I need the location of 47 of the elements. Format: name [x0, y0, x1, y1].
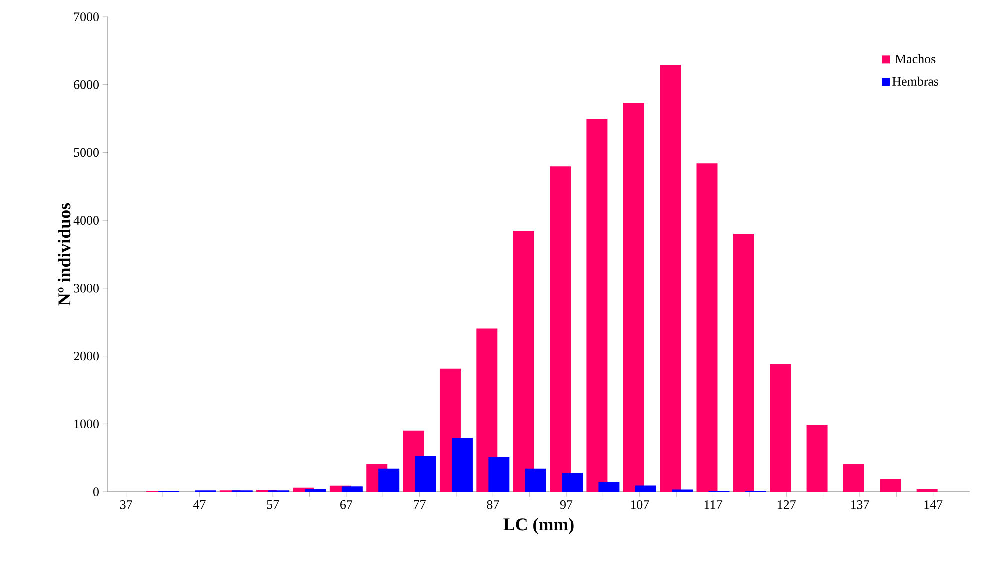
- legend-label: Hembras: [892, 76, 939, 86]
- y-tick-label: 6000: [74, 80, 99, 90]
- bar: [598, 482, 620, 492]
- x-tick-label: 127: [778, 500, 796, 510]
- y-tick-label: 5000: [74, 148, 99, 158]
- x-tick-label: 117: [704, 500, 722, 510]
- x-tick-label: 37: [120, 500, 132, 510]
- bar: [415, 456, 436, 492]
- bar: [843, 464, 864, 492]
- x-tick-label: 107: [631, 500, 650, 510]
- bar: [305, 489, 326, 492]
- bar: [562, 473, 584, 492]
- y-tick-label: 1000: [74, 420, 99, 429]
- bar: [342, 486, 363, 492]
- y-tick-label: 0: [94, 488, 99, 496]
- legend-label: Machos: [895, 54, 936, 64]
- bar: [378, 468, 400, 492]
- bar: [550, 166, 572, 492]
- bar: [770, 364, 792, 492]
- x-tick-label: 147: [924, 500, 943, 510]
- bar: [513, 231, 534, 492]
- bar: [880, 479, 902, 492]
- x-tick-label: 77: [414, 500, 426, 509]
- x-tick-label: 87: [487, 500, 500, 510]
- y-tick-label: 7000: [74, 12, 99, 22]
- x-tick-label: 47: [193, 500, 206, 510]
- bar: [635, 486, 656, 492]
- bar: [488, 458, 510, 492]
- x-tick-label: 137: [851, 500, 870, 510]
- x-axis-title: LC (mm): [504, 518, 574, 534]
- bar: [623, 103, 644, 492]
- bar: [586, 119, 608, 492]
- bar: [806, 425, 828, 492]
- y-axis-title: Nº individuos: [58, 203, 71, 306]
- x-tick-label: 57: [267, 500, 280, 510]
- bar: [696, 164, 718, 492]
- y-tick-label: 2000: [74, 352, 99, 361]
- y-tick-label: 3000: [74, 284, 99, 293]
- bar: [476, 328, 498, 492]
- x-tick-label: 67: [340, 500, 353, 510]
- x-tick-label: 97: [560, 500, 573, 510]
- bar: [660, 65, 682, 492]
- bar: [525, 468, 546, 492]
- bar: [916, 488, 938, 492]
- bar: [733, 234, 754, 492]
- bar: [452, 438, 473, 492]
- y-tick-label: 4000: [74, 216, 99, 225]
